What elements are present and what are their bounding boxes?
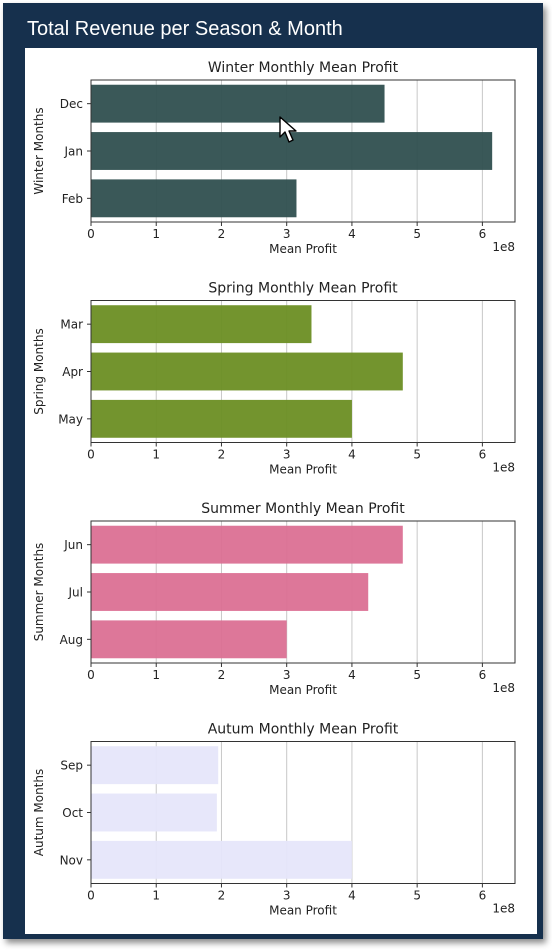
x-tick-label: 3 <box>283 227 291 241</box>
x-tick-label: 0 <box>87 227 95 241</box>
x-tick-label: 3 <box>283 889 291 903</box>
y-tick-label: Jul <box>68 586 83 600</box>
chart-2: Summer Monthly Mean Profit Jun Jul Aug 0 1 2 3 4… <box>32 501 516 697</box>
x-tick-label: 1 <box>152 889 160 903</box>
chart-title: Autum Monthly Mean Profit <box>208 722 399 738</box>
x-tick-label: 1 <box>152 448 160 462</box>
bar <box>91 352 403 391</box>
y-tick-label: Dec <box>60 97 83 111</box>
x-tick-label: 0 <box>87 889 95 903</box>
x-tick-label: 3 <box>283 668 291 682</box>
y-tick-label: Apr <box>62 365 83 379</box>
x-axis-label: Mean Profit <box>269 904 337 918</box>
y-tick-label: Aug <box>60 633 83 647</box>
chart-0: Winter Monthly Mean Profit Dec Jan Feb 0 1 2 3 4… <box>32 60 516 256</box>
bar <box>91 573 369 611</box>
dashboard-frame: Total Revenue per Season & Month Winter … <box>3 3 543 939</box>
page-title: Total Revenue per Season & Month <box>27 18 343 40</box>
y-tick-label: Feb <box>62 192 83 206</box>
x-tick-label: 5 <box>413 889 421 903</box>
bar <box>91 620 287 659</box>
x-tick-label: 4 <box>348 889 356 903</box>
chart-title: Spring Monthly Mean Profit <box>208 281 398 297</box>
x-tick-label: 2 <box>218 889 226 903</box>
y-tick-label: May <box>58 412 83 426</box>
x-offset-label: 1e8 <box>492 681 515 695</box>
x-tick-label: 6 <box>479 227 487 241</box>
x-offset-label: 1e8 <box>492 902 515 916</box>
x-tick-label: 3 <box>283 448 291 462</box>
axes-frame <box>90 79 516 223</box>
chart-title: Winter Monthly Mean Profit <box>208 60 399 76</box>
bar <box>91 84 385 123</box>
x-tick-label: 4 <box>348 668 356 682</box>
chart-title: Summer Monthly Mean Profit <box>201 501 405 517</box>
bar <box>91 399 352 438</box>
y-tick-label: Mar <box>60 318 83 332</box>
x-axis-label: Mean Profit <box>269 683 337 697</box>
x-tick-label: 2 <box>218 227 226 241</box>
y-axis-label: Winter Months <box>32 107 46 194</box>
axes-frame <box>90 741 516 884</box>
bar <box>91 793 217 832</box>
y-tick-label: Oct <box>62 806 83 820</box>
x-tick-label: 0 <box>87 668 95 682</box>
y-tick-label: Sep <box>60 759 83 773</box>
x-tick-label: 0 <box>87 448 95 462</box>
x-tick-label: 5 <box>413 668 421 682</box>
x-tick-label: 6 <box>479 889 487 903</box>
y-tick-label: Nov <box>60 853 83 867</box>
x-tick-label: 6 <box>479 448 487 462</box>
bar <box>91 525 403 564</box>
x-tick-label: 1 <box>152 668 160 682</box>
chart-1: Spring Monthly Mean Profit Mar Apr May 0 1 2 3 4… <box>32 281 516 477</box>
bar <box>91 840 352 879</box>
season-charts: Winter Monthly Mean Profit Dec Jan Feb 0 1 2 3 4… <box>32 60 516 918</box>
chart-panel: Winter Monthly Mean Profit Dec Jan Feb 0 1 2 3 4… <box>25 48 537 934</box>
bar <box>91 746 219 785</box>
axes-frame <box>90 520 516 664</box>
x-tick-label: 4 <box>348 227 356 241</box>
x-tick-label: 1 <box>152 227 160 241</box>
y-axis-label: Autum Months <box>32 769 46 857</box>
x-axis-label: Mean Profit <box>269 463 337 477</box>
mouse-pointer-icon <box>279 116 297 143</box>
bar <box>91 305 312 344</box>
y-tick-label: Jan <box>64 145 84 159</box>
x-tick-label: 2 <box>218 448 226 462</box>
x-tick-label: 6 <box>479 668 487 682</box>
x-tick-label: 2 <box>218 668 226 682</box>
x-offset-label: 1e8 <box>492 461 515 475</box>
chart-3: Autum Monthly Mean Profit Sep Oct Nov 0 1 2 3 4 5… <box>32 722 516 918</box>
y-axis-label: Summer Months <box>32 543 46 642</box>
x-tick-label: 4 <box>348 448 356 462</box>
x-tick-label: 5 <box>413 227 421 241</box>
x-axis-label: Mean Profit <box>269 242 337 256</box>
x-tick-label: 5 <box>413 448 421 462</box>
axes-frame <box>90 300 516 443</box>
y-tick-label: Jun <box>63 538 83 552</box>
y-axis-label: Spring Months <box>32 328 46 414</box>
x-offset-label: 1e8 <box>492 240 515 254</box>
bar <box>91 179 297 218</box>
